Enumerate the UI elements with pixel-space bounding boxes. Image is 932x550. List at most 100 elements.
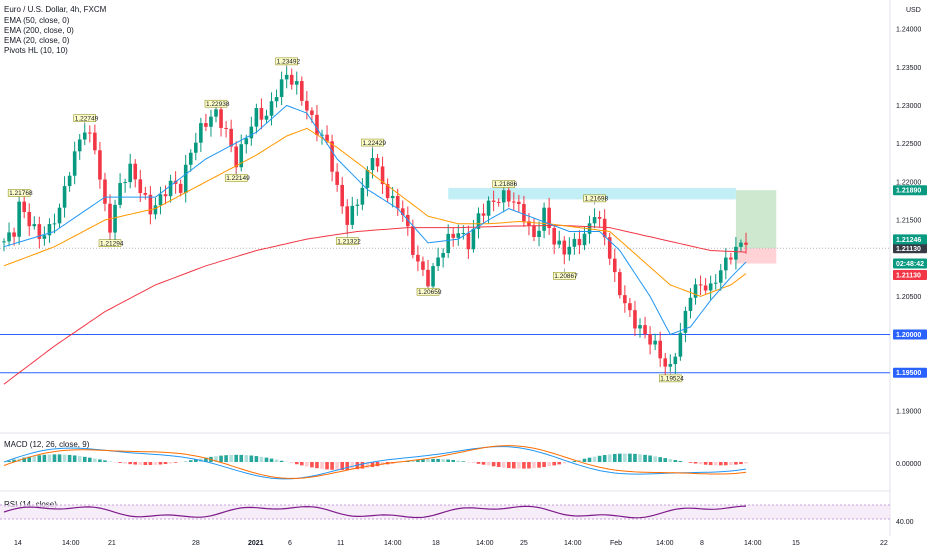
macd-histogram-bar	[158, 462, 163, 465]
macd-histogram-bar	[562, 462, 567, 464]
price-tag-label: 02:48:42	[896, 261, 924, 268]
macd-histogram-bar	[7, 460, 11, 462]
macd-histogram-bar	[133, 462, 138, 465]
macd-histogram-bar	[320, 462, 324, 469]
macd-histogram-bar	[628, 453, 632, 462]
candle-body	[153, 205, 158, 215]
candle-body	[148, 194, 153, 215]
candle-body	[577, 238, 582, 246]
price-tag	[893, 258, 927, 269]
pivot-label: 1.20867	[554, 273, 578, 280]
candle-body	[37, 224, 42, 239]
macd-histogram-bar	[325, 462, 329, 470]
candle-body	[163, 194, 168, 197]
candle-body	[380, 166, 385, 185]
macd-histogram-bar	[42, 454, 47, 462]
chart-legend: Euro / U.S. Dollar, 4h, FXCM EMA (50, cl…	[4, 5, 107, 55]
macd-histogram-bar	[310, 462, 314, 468]
candle-body	[274, 97, 279, 102]
candle-body	[456, 233, 461, 238]
candle-body	[623, 295, 627, 304]
macd-histogram-bar	[522, 462, 526, 469]
macd-histogram-bar	[416, 459, 420, 462]
indicator-ema200[interactable]: EMA (200, close, 0)	[4, 26, 74, 35]
time-tick: 21	[108, 540, 116, 547]
price-axis[interactable]: 1.24000 1.23500 1.23000 1.22500 1.22000 1.215…	[893, 27, 927, 416]
macd-histogram-bar	[98, 459, 102, 462]
candle-body	[739, 242, 743, 247]
macd-histogram-bar	[476, 462, 481, 464]
indicator-ema20[interactable]: EMA (20, close, 0)	[4, 36, 70, 45]
time-axis[interactable]: 14 14:00 21 28 2021 6 11 14:00 18 14:00 25 14:00 Feb…	[14, 540, 888, 547]
macd-histogram-bar	[22, 457, 26, 462]
macd-histogram-bar	[501, 462, 506, 468]
candle-body	[512, 201, 516, 203]
candle-body	[57, 207, 62, 224]
macd-histogram-bar	[249, 455, 254, 462]
pivot-label-box	[98, 239, 122, 247]
currency-label: USD	[906, 7, 921, 14]
candle-body	[204, 123, 208, 127]
candle-body	[653, 340, 657, 345]
candle-body	[466, 232, 471, 250]
macd-histogram-bar	[370, 462, 375, 468]
macd-histogram-bar	[269, 458, 274, 462]
candle-body	[607, 237, 612, 259]
time-tick: 14	[14, 540, 22, 547]
rsi-pane[interactable]: RSI (14, close) 40.00	[0, 500, 914, 526]
indicator-pivots[interactable]: Pivots HL (10, 10)	[4, 46, 68, 55]
price-tag	[893, 234, 927, 245]
candle-body	[128, 163, 132, 183]
pivot-label-box	[416, 287, 440, 296]
macd-histogram-bar	[618, 453, 622, 462]
candle-body	[93, 132, 97, 151]
macd-histogram-bar	[128, 462, 132, 465]
time-tick: 14:00	[384, 540, 402, 547]
macd-histogram-bar	[340, 462, 344, 471]
pivot-label-box	[204, 99, 228, 108]
candle-body	[168, 180, 173, 197]
candle-body	[118, 183, 122, 205]
candle-body	[547, 207, 551, 229]
candle-body	[209, 116, 213, 127]
macd-histogram-bar	[315, 462, 319, 469]
time-tick: 14:00	[656, 540, 674, 547]
price-tag-label: 1.21246	[896, 237, 921, 244]
price-tag-label: 1.21130	[896, 272, 921, 279]
candle-body	[426, 269, 430, 287]
macd-histogram-bar	[219, 455, 223, 462]
time-tick: 6	[288, 540, 292, 547]
macd-histogram-bar	[486, 462, 491, 466]
price-tag-label: 1.20000	[896, 332, 921, 339]
macd-histogram-bar	[703, 462, 708, 465]
indicator-ema50[interactable]: EMA (50, close, 0)	[4, 16, 70, 25]
candle-body	[269, 101, 274, 116]
macd-histogram-bar	[602, 455, 607, 462]
time-tick: 14:00	[744, 540, 762, 547]
candle-body	[103, 179, 107, 204]
macd-histogram-bar	[708, 462, 713, 466]
pivot-label: 1.22429	[362, 140, 386, 147]
price-pane[interactable]: 1.21768 1.22749 1.21294 1.22938 1.22149 1.234…	[0, 57, 890, 385]
macd-histogram-bar	[471, 462, 476, 463]
candle-body	[724, 257, 728, 271]
macd-histogram-bar	[724, 462, 728, 466]
ema200-line	[3, 224, 747, 385]
candle-body	[688, 297, 693, 311]
macd-histogram-bar	[365, 462, 370, 468]
macd-histogram-bar	[360, 462, 365, 469]
candle-body	[108, 203, 112, 233]
macd-histogram-bar	[103, 460, 107, 462]
candle-body	[360, 187, 365, 205]
supply-zone	[448, 187, 736, 200]
macd-pane[interactable]: MACD (12, 26, close, 9) 0.00000	[3, 440, 921, 480]
candle-body	[618, 272, 622, 296]
macd-histogram-bar	[375, 462, 380, 467]
candle-body	[400, 208, 405, 215]
macd-histogram-bar	[264, 457, 269, 462]
candle-body	[572, 238, 577, 247]
candle-body	[693, 284, 698, 298]
candle-body	[522, 203, 526, 222]
macd-histogram-bar	[57, 454, 62, 462]
